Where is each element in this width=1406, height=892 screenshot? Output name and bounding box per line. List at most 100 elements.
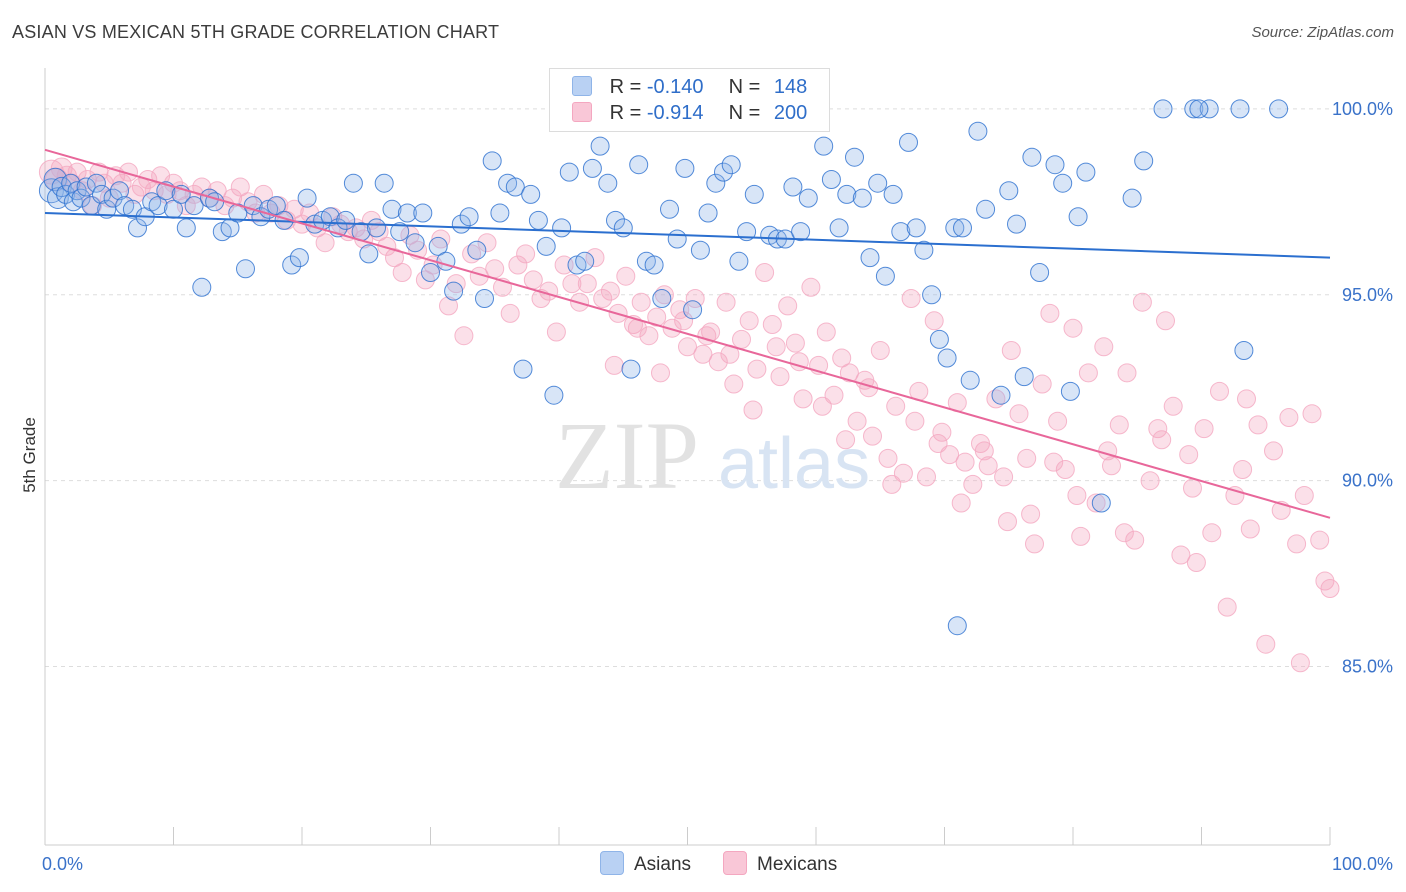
- data-point: [716, 292, 736, 312]
- data-point: [1184, 99, 1204, 119]
- bottom-legend-asians: Asians: [600, 851, 691, 876]
- data-point: [899, 132, 918, 152]
- asian-trend-line: [44, 211, 1331, 259]
- data-point: [755, 263, 775, 282]
- data-point: [1114, 523, 1134, 543]
- data-point: [824, 385, 844, 405]
- data-point: [282, 255, 302, 275]
- data-point: [385, 248, 404, 268]
- data-point: [539, 281, 559, 301]
- data-point: [176, 218, 196, 238]
- data-point: [743, 400, 763, 420]
- data-point: [590, 136, 610, 156]
- data-point: [413, 203, 433, 223]
- data-point: [103, 188, 123, 208]
- data-point: [631, 292, 651, 312]
- data-point: [1194, 419, 1214, 439]
- data-point: [798, 188, 818, 208]
- data-point: [766, 337, 786, 357]
- data-point: [428, 236, 448, 256]
- data-point: [953, 218, 972, 238]
- data-point: [266, 196, 286, 216]
- data-point: [1044, 452, 1064, 472]
- data-point: [976, 199, 996, 219]
- data-point: [513, 359, 533, 379]
- data-point: [490, 203, 510, 223]
- data-point: [1009, 404, 1029, 424]
- data-point: [644, 255, 664, 275]
- data-point: [1001, 341, 1021, 360]
- data-point: [882, 474, 902, 494]
- data-point: [523, 270, 543, 290]
- x-tick-label-max: 100.0%: [1332, 854, 1393, 874]
- data-point: [1148, 419, 1168, 439]
- data-point: [230, 177, 250, 197]
- data-point: [176, 196, 196, 216]
- data-point: [1152, 430, 1172, 450]
- data-point: [367, 218, 386, 238]
- data-point: [870, 341, 890, 360]
- data-point: [1060, 381, 1080, 401]
- data-point: [940, 445, 960, 465]
- data-point: [454, 326, 474, 346]
- data-point: [552, 218, 572, 238]
- data-point: [737, 222, 757, 242]
- watermark-zip: ZIP: [555, 402, 699, 509]
- data-point: [86, 173, 106, 193]
- data-point: [604, 355, 624, 375]
- data-point: [462, 244, 482, 264]
- data-point: [500, 303, 520, 323]
- data-point: [1217, 597, 1237, 617]
- data-point: [1048, 411, 1068, 431]
- data-point: [832, 348, 852, 368]
- data-point: [392, 263, 412, 282]
- data-point: [1171, 545, 1191, 565]
- data-point: [359, 244, 379, 264]
- data-point: [639, 326, 659, 346]
- data-point: [482, 151, 502, 171]
- data-point: [1045, 155, 1065, 175]
- data-point: [92, 184, 111, 204]
- data-point: [559, 162, 579, 182]
- data-point: [1234, 341, 1254, 360]
- data-point: [837, 184, 857, 204]
- data-point: [721, 155, 741, 175]
- bottom-legend-swatch-asians: [600, 851, 624, 875]
- data-point: [814, 136, 834, 156]
- data-point: [937, 348, 957, 368]
- data-point: [994, 467, 1014, 487]
- data-point: [901, 289, 921, 308]
- data-point: [963, 474, 983, 494]
- data-point: [1022, 147, 1042, 167]
- data-point: [947, 616, 967, 636]
- data-point: [978, 456, 998, 476]
- data-point: [475, 289, 494, 308]
- data-point: [729, 251, 749, 271]
- data-point: [863, 426, 882, 446]
- data-point: [951, 493, 971, 513]
- bottom-legend-mexicans: Mexicans: [723, 851, 837, 876]
- data-point: [1025, 534, 1044, 554]
- data-point: [770, 367, 790, 387]
- data-point: [505, 177, 525, 197]
- data-point: [986, 389, 1006, 409]
- data-point: [706, 173, 726, 193]
- data-point: [683, 300, 703, 320]
- data-point: [1125, 530, 1145, 550]
- data-point: [1132, 292, 1152, 312]
- data-point: [917, 467, 936, 487]
- data-point: [1189, 99, 1209, 119]
- data-point: [1032, 374, 1052, 394]
- data-point: [693, 344, 713, 364]
- legend-n-value-asians: 148: [773, 76, 808, 98]
- data-point: [516, 244, 536, 264]
- data-point: [1071, 526, 1091, 546]
- data-point: [801, 277, 821, 297]
- data-point: [1007, 214, 1026, 234]
- legend-r-label: R =: [609, 76, 642, 98]
- data-point: [762, 315, 782, 334]
- data-point: [236, 259, 255, 279]
- data-point: [1256, 634, 1276, 654]
- data-point: [390, 222, 410, 242]
